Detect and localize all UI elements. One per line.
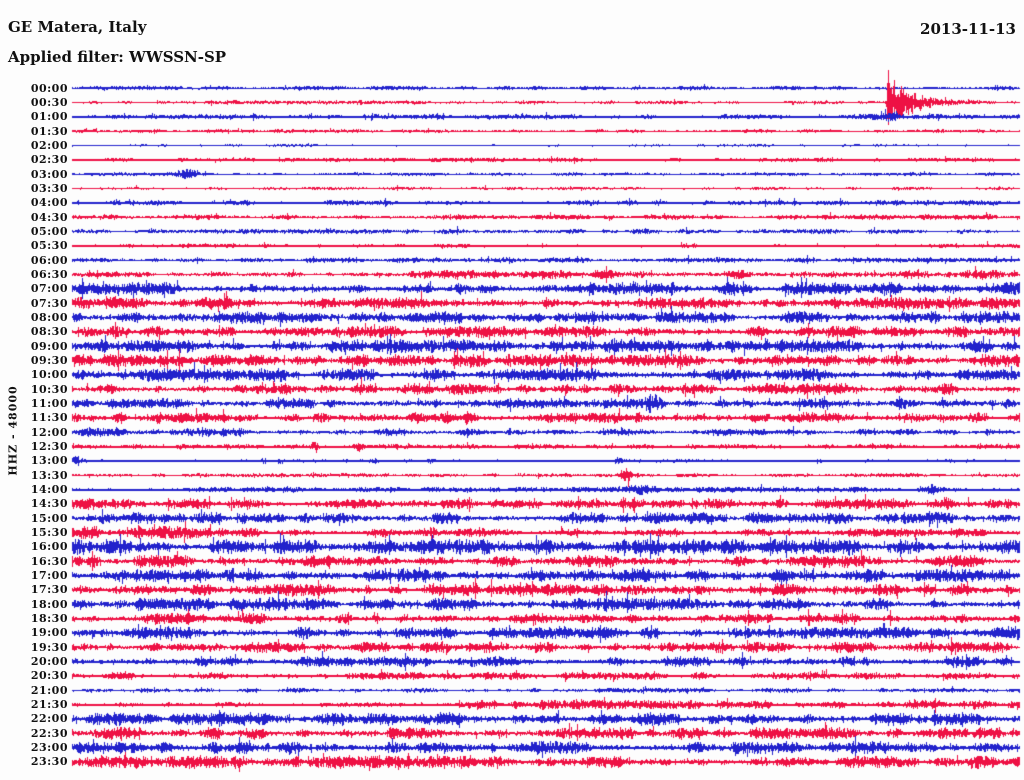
trace-time-label: 12:30 — [30, 440, 68, 453]
trace-time-label: 13:00 — [30, 454, 68, 468]
trace-time-label: 22:00 — [30, 712, 68, 726]
trace-time-label: 05:30 — [30, 239, 68, 253]
trace-time-label: 04:00 — [30, 196, 68, 210]
trace-time-label: 15:30 — [30, 526, 68, 540]
trace-time-label: 03:30 — [30, 181, 68, 195]
trace-time-label: 23:30 — [30, 755, 68, 769]
trace-time-label: 18:00 — [30, 597, 68, 611]
trace-time-label: 14:00 — [30, 483, 68, 497]
trace-time-label: 16:30 — [30, 554, 68, 568]
trace-time-label: 06:00 — [30, 253, 68, 267]
station-title: GE Matera, Italy — [8, 18, 147, 36]
trace-time-label: 09:00 — [30, 339, 68, 353]
trace-time-label: 15:00 — [30, 511, 68, 525]
trace-time-label: 03:00 — [30, 167, 68, 181]
trace-time-label: 13:30 — [30, 468, 68, 482]
trace-time-label: 00:30 — [30, 95, 68, 109]
trace-time-label: 00:00 — [30, 81, 68, 95]
trace-time-label: 02:30 — [30, 153, 68, 167]
trace-time-label: 02:00 — [30, 138, 68, 152]
trace-time-label: 11:00 — [30, 396, 68, 410]
trace-time-label: 23:00 — [30, 741, 68, 755]
plot-date: 2013-11-13 — [920, 20, 1016, 38]
trace-time-label: 16:00 — [30, 540, 68, 554]
trace-time-label: 14:30 — [30, 497, 68, 511]
trace-time-label: 21:00 — [30, 683, 68, 697]
trace-time-label: 20:00 — [30, 655, 68, 669]
trace-time-label: 22:30 — [30, 726, 68, 740]
trace-time-label: 10:30 — [30, 382, 68, 396]
applied-filter-label: Applied filter: WWSSN-SP — [8, 48, 227, 66]
trace-time-label: 04:30 — [30, 210, 68, 224]
trace-time-label: 08:30 — [30, 325, 68, 339]
trace-time-label: 10:00 — [30, 368, 68, 382]
trace-time-label: 18:30 — [30, 612, 68, 626]
trace-time-label: 20:30 — [30, 669, 68, 683]
trace-time-label: 21:30 — [30, 698, 68, 712]
trace-time-label: 19:30 — [30, 640, 68, 654]
trace-time-label: 17:30 — [30, 583, 68, 597]
trace-time-label: 05:00 — [30, 224, 68, 238]
trace-time-label: 08:00 — [30, 310, 68, 324]
trace-time-label: 12:00 — [30, 425, 68, 439]
trace-time-label: 01:00 — [30, 110, 68, 124]
trace-time-label: 07:00 — [30, 282, 68, 296]
trace-time-label: 06:30 — [30, 267, 68, 281]
trace-time-label: 01:30 — [30, 124, 68, 138]
trace-time-label: 11:30 — [30, 411, 68, 425]
trace-time-label: 19:00 — [30, 626, 68, 640]
trace-time-label: 17:00 — [30, 569, 68, 583]
trace-time-label: 09:30 — [30, 353, 68, 367]
trace-time-label: 07:30 — [30, 296, 68, 310]
